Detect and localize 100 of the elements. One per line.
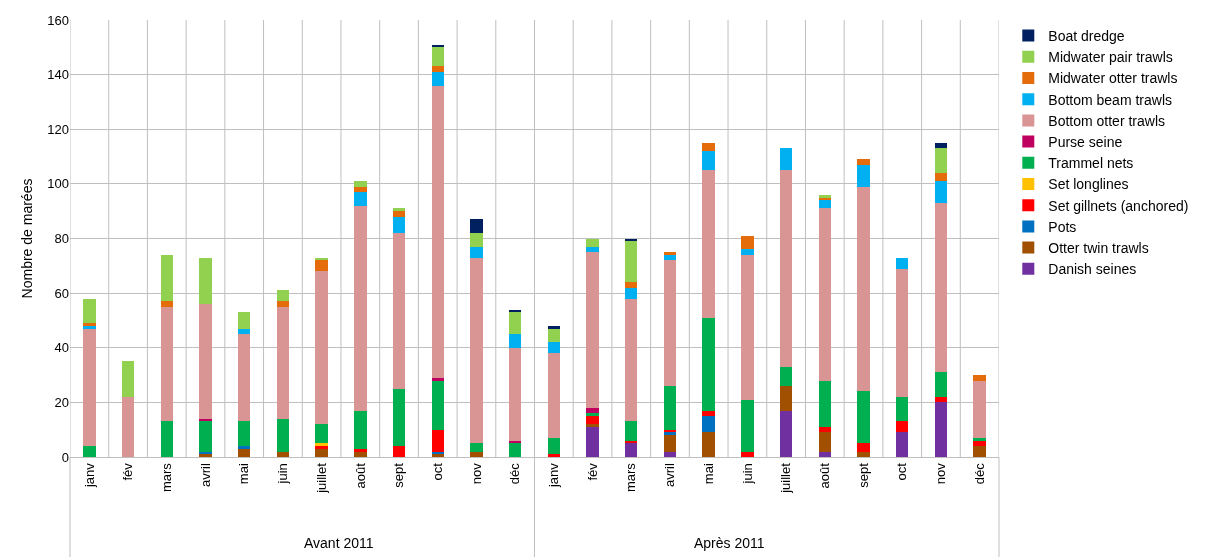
x-tick-label: janv — [81, 462, 97, 489]
bar — [973, 437, 986, 441]
y-axis-title: Nombre de marées — [19, 178, 35, 299]
bar — [586, 426, 599, 457]
bar — [276, 418, 290, 452]
x-tick-label: août — [352, 462, 368, 489]
x-tick-label: fév — [120, 462, 136, 481]
bar — [508, 312, 522, 335]
y-tick-label: 60 — [54, 285, 69, 301]
bar — [431, 71, 444, 86]
bar — [586, 252, 599, 408]
x-tick-label: sept — [855, 462, 871, 488]
bar — [547, 437, 561, 455]
bar — [508, 347, 522, 441]
x-tick-label: mai — [700, 463, 716, 485]
legend-label: Danish seines — [1048, 261, 1137, 278]
bar — [354, 192, 367, 206]
bar — [276, 306, 290, 419]
bar — [431, 85, 444, 378]
bar — [470, 443, 483, 452]
bar — [702, 410, 715, 417]
bar — [973, 446, 986, 457]
x-tick-label: fév — [584, 462, 600, 481]
bar — [741, 249, 754, 255]
x-tick-label: juillet — [778, 462, 794, 494]
x-tick-label: juin — [739, 463, 755, 485]
bar — [431, 47, 444, 67]
bar — [779, 385, 793, 411]
bar — [741, 399, 754, 452]
bar — [702, 151, 715, 171]
bar — [470, 257, 483, 444]
bar — [934, 372, 948, 397]
legend-label: Set longlines — [1048, 176, 1129, 193]
bar — [392, 446, 406, 457]
legend-label: Midwater otter trawls — [1048, 70, 1178, 87]
bar — [896, 257, 909, 269]
bar — [702, 142, 715, 152]
bar — [702, 170, 715, 318]
bar — [276, 290, 290, 302]
bar — [508, 443, 522, 457]
bar — [663, 435, 677, 452]
bar — [160, 301, 173, 307]
bar — [354, 205, 367, 411]
y-tick-label: 0 — [61, 449, 69, 465]
x-tick-label: juillet — [313, 462, 329, 494]
bar — [237, 446, 251, 449]
x-tick-label: juin — [275, 463, 291, 485]
x-tick-label: mai — [236, 463, 252, 485]
legend-label: Bottom otter trawls — [1048, 112, 1165, 129]
y-tick-label: 40 — [54, 340, 69, 356]
bar — [586, 407, 599, 414]
bar — [237, 421, 251, 447]
bar — [625, 282, 638, 288]
bar — [392, 211, 406, 217]
bar — [663, 252, 677, 255]
bar — [625, 421, 638, 441]
bar — [934, 172, 948, 182]
bar — [896, 421, 909, 433]
bar — [392, 208, 406, 212]
bar — [857, 159, 870, 165]
legend-label: Trammel nets — [1048, 155, 1134, 172]
bar — [896, 268, 909, 397]
bar — [83, 446, 96, 457]
bar — [431, 380, 444, 430]
bar — [83, 328, 96, 447]
bar — [818, 200, 832, 209]
x-tick-label: avril — [197, 463, 213, 488]
x-tick-label: nov — [468, 462, 484, 485]
bar — [547, 353, 561, 438]
bar — [237, 448, 251, 457]
legend-label: Set gillnets (anchored) — [1048, 197, 1189, 214]
text: Avant 2011 — [304, 535, 374, 551]
bar — [586, 424, 599, 427]
bar — [663, 260, 677, 386]
legend-label: Pots — [1048, 218, 1077, 235]
bar — [625, 443, 638, 457]
y-tick-label: 20 — [54, 394, 69, 410]
x-tick-label: mars — [623, 462, 639, 493]
bar — [973, 380, 986, 438]
bar — [741, 235, 754, 250]
bar — [508, 334, 522, 348]
bar — [857, 443, 870, 452]
bar — [857, 451, 870, 457]
y-tick-label: 120 — [47, 121, 69, 137]
x-tick-label: nov — [933, 462, 949, 485]
bar — [934, 202, 948, 373]
bar — [547, 328, 561, 343]
bar — [199, 304, 212, 419]
bar — [586, 238, 599, 247]
bar — [354, 186, 367, 193]
y-tick-label: 160 — [47, 12, 69, 28]
bar — [160, 306, 173, 422]
text: Après 2011 — [694, 535, 765, 551]
x-tick-label: oct — [429, 462, 445, 481]
x-tick-label: déc — [507, 462, 523, 485]
bar — [276, 301, 290, 307]
bar — [779, 366, 793, 386]
bar — [934, 181, 948, 203]
bar — [779, 410, 793, 457]
bar — [741, 451, 754, 457]
